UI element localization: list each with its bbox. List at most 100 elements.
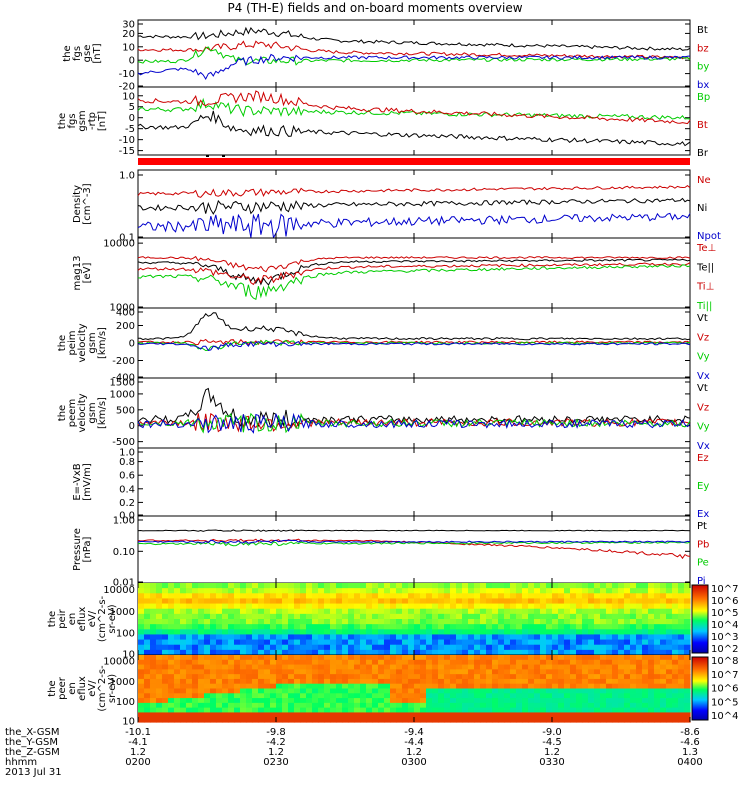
spectrogram-cell bbox=[552, 593, 559, 600]
spectrogram-cell bbox=[342, 583, 349, 589]
spectrogram-cell bbox=[144, 712, 151, 718]
spectrogram-cell bbox=[204, 683, 211, 690]
spectrogram-cell bbox=[186, 593, 193, 600]
spectrogram-cell bbox=[678, 629, 685, 636]
spectrogram-cell bbox=[198, 655, 205, 661]
spectrogram-cell bbox=[192, 634, 199, 641]
spectrogram-cell bbox=[276, 603, 283, 610]
spectrogram-cell bbox=[624, 707, 631, 714]
legend-label-peim_velocity: Vy bbox=[697, 352, 710, 363]
spectrogram-cell bbox=[324, 629, 331, 636]
spectrogram-cell bbox=[552, 629, 559, 636]
spectrogram-cell bbox=[264, 588, 271, 594]
spectrogram-cell bbox=[456, 583, 463, 589]
spectrogram-cell bbox=[270, 712, 277, 718]
spectrogram-cell bbox=[240, 624, 247, 630]
spectrogram-cell bbox=[624, 619, 631, 625]
spectrogram-cell bbox=[162, 655, 169, 661]
spectrogram-cell bbox=[252, 683, 259, 690]
spectrogram-cell bbox=[204, 664, 211, 670]
spectrogram-cell bbox=[486, 688, 493, 694]
spectrogram-cell bbox=[618, 649, 625, 656]
spectrogram-cell bbox=[642, 583, 649, 589]
spectrogram-cell bbox=[594, 629, 601, 636]
spectrogram-cell bbox=[576, 659, 583, 666]
spectrogram-cell bbox=[258, 674, 265, 680]
colorbar-tick-label: 10^8 bbox=[711, 656, 738, 667]
spectrogram-cell bbox=[306, 608, 313, 615]
spectrogram-cell bbox=[300, 678, 307, 685]
spectrogram-cell bbox=[264, 603, 271, 610]
spectrogram-cell bbox=[456, 702, 463, 709]
spectrogram-cell bbox=[384, 698, 391, 704]
spectrogram-cell bbox=[456, 717, 463, 723]
spectrogram-cell bbox=[540, 683, 547, 690]
spectrogram-cell bbox=[618, 698, 625, 704]
spectrogram-cell bbox=[390, 688, 397, 694]
spectrogram-cell bbox=[372, 634, 379, 641]
spectrogram-cell bbox=[606, 702, 613, 709]
spectrogram-cell bbox=[354, 678, 361, 685]
spectrogram-cell bbox=[636, 683, 643, 690]
spectrogram-cell bbox=[642, 678, 649, 685]
spectrogram-cell bbox=[648, 669, 655, 675]
spectrogram-cell bbox=[186, 649, 193, 656]
spectrogram-cell bbox=[504, 693, 511, 699]
spectrogram-cell bbox=[378, 674, 385, 680]
spectrogram-cell bbox=[330, 588, 337, 594]
spectrogram-cell bbox=[492, 659, 499, 666]
legend-label-density: Ni bbox=[697, 203, 707, 214]
spectrogram-cell bbox=[168, 655, 175, 661]
spectrogram-cell bbox=[222, 619, 229, 625]
spectrogram-cell bbox=[138, 655, 145, 661]
spectrogram-cell bbox=[528, 624, 535, 630]
spectrogram-cell bbox=[282, 678, 289, 685]
spectrogram-cell bbox=[240, 613, 247, 620]
spectrogram-cell bbox=[168, 659, 175, 666]
spectrogram-cell bbox=[672, 707, 679, 714]
spectrogram-cell bbox=[438, 583, 445, 589]
spectrogram-cell bbox=[216, 664, 223, 670]
spectrogram-cell bbox=[360, 649, 367, 656]
spectrogram-cell bbox=[606, 598, 613, 605]
spectrogram-cell bbox=[660, 659, 667, 666]
spectrogram-cell bbox=[684, 593, 691, 600]
spectrogram-cell bbox=[654, 603, 661, 610]
spectrogram-cell bbox=[354, 598, 361, 605]
spectrogram-cell bbox=[606, 707, 613, 714]
spectrogram-cell bbox=[336, 683, 343, 690]
spectrogram-cell bbox=[642, 702, 649, 709]
spectrogram-cell bbox=[456, 593, 463, 600]
spectrogram-cell bbox=[618, 603, 625, 610]
spectrogram-cell bbox=[318, 593, 325, 600]
spectrogram-cell bbox=[306, 698, 313, 704]
spectrogram-cell bbox=[258, 593, 265, 600]
spectrogram-cell bbox=[672, 588, 679, 594]
spectrogram-cell bbox=[498, 707, 505, 714]
spectrogram-cell bbox=[534, 655, 541, 661]
spectrogram-cell bbox=[582, 649, 589, 656]
spectrogram-cell bbox=[354, 603, 361, 610]
spectrogram-cell bbox=[660, 608, 667, 615]
spectrogram-cell bbox=[432, 598, 439, 605]
spectrogram-cell bbox=[606, 639, 613, 646]
spectrogram-cell bbox=[348, 608, 355, 615]
spectrogram-cell bbox=[558, 619, 565, 625]
spectrogram-cell bbox=[138, 683, 145, 690]
spectrogram-cell bbox=[426, 598, 433, 605]
spectrogram-cell bbox=[666, 664, 673, 670]
spectrogram-cell bbox=[444, 603, 451, 610]
spectrogram-cell bbox=[354, 644, 361, 651]
spectrogram-cell bbox=[408, 683, 415, 690]
spectrogram-cell bbox=[252, 664, 259, 670]
spectrogram-cell bbox=[216, 688, 223, 694]
y-axis-label-line: sr-eV) bbox=[107, 604, 118, 633]
spectrogram-cell bbox=[456, 629, 463, 636]
spectrogram-cell bbox=[192, 639, 199, 646]
spectrogram-cell bbox=[138, 693, 145, 699]
spectrogram-cell bbox=[432, 707, 439, 714]
spectrogram-cell bbox=[234, 702, 241, 709]
spectrogram-cell bbox=[222, 655, 229, 661]
spectrogram-cell bbox=[582, 712, 589, 718]
spectrogram-cell bbox=[606, 693, 613, 699]
